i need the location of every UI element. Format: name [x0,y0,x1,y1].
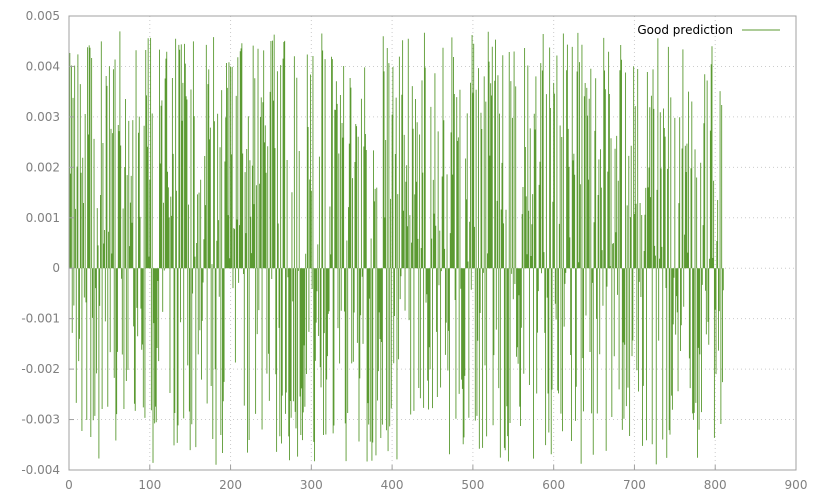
y-tick-label: -0.001 [21,312,60,326]
y-tick-label: 0.003 [26,110,60,124]
y-tick-label: 0.005 [26,9,60,23]
y-tick-label: -0.004 [21,463,60,477]
y-tick-label: 0 [52,261,60,275]
x-tick-label: 400 [381,478,404,492]
legend-label: Good prediction [637,23,733,37]
x-tick-label: 0 [65,478,73,492]
x-tick-label: 700 [623,478,646,492]
x-tick-label: 800 [704,478,727,492]
y-tick-label: -0.003 [21,413,60,427]
x-tick-label: 600 [542,478,565,492]
y-tick-label: -0.002 [21,362,60,376]
impulse-path [68,31,724,465]
legend: Good prediction [637,23,780,37]
x-tick-label: 500 [461,478,484,492]
y-tick-label: 0.001 [26,211,60,225]
series-good-prediction [68,31,724,465]
x-tick-label: 200 [219,478,242,492]
y-tick-label: 0.002 [26,160,60,174]
plot-border [68,15,797,471]
x-tick-label: 900 [785,478,808,492]
y-tick-label: 0.004 [26,59,60,73]
x-tick-label: 100 [138,478,161,492]
y-axis: -0.004 -0.003 -0.002 -0.001 0 0.001 0.002 0.003… [21,9,74,477]
x-tick-label: 300 [300,478,323,492]
x-axis: 0 100 200 300 400 500 600 700 800 900 [65,465,807,492]
